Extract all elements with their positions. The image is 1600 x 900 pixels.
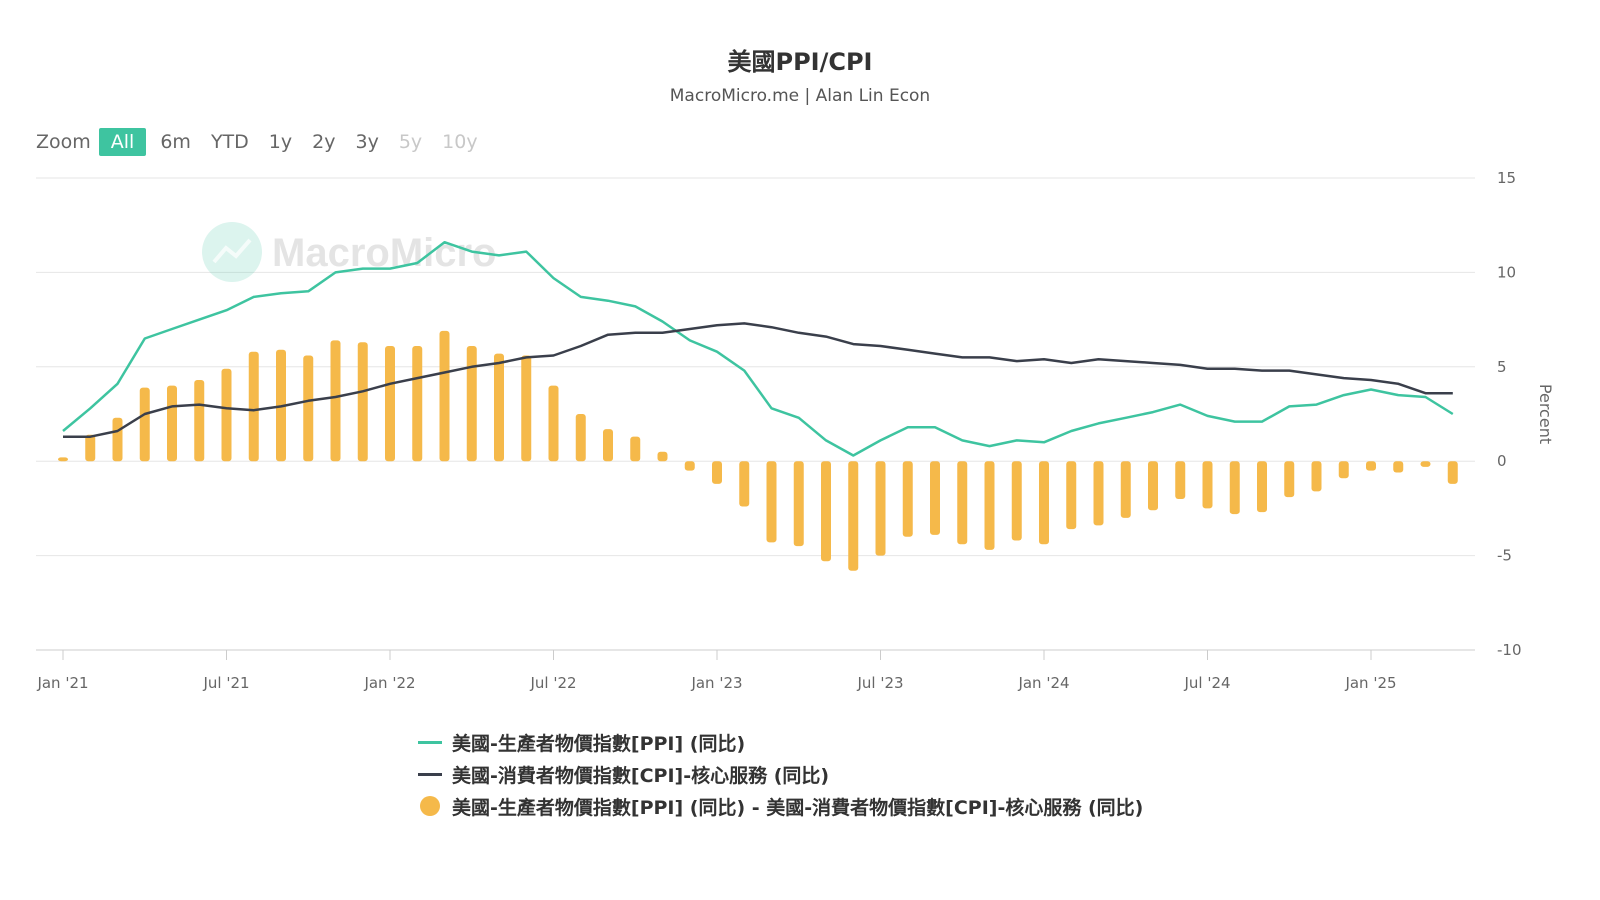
x-tick-label: Jul '23 <box>856 674 903 692</box>
spread-bar <box>494 353 504 462</box>
legend-cpi-line-icon <box>418 772 442 776</box>
spread-bar <box>1039 461 1049 545</box>
y-tick-label: 10 <box>1497 263 1516 281</box>
spread-bar <box>248 351 259 462</box>
spread-bar <box>1311 461 1322 492</box>
zoom-1y-button[interactable]: 1y <box>268 131 293 153</box>
spread-bar <box>548 385 559 462</box>
y-axis-label: Percent <box>1536 384 1555 444</box>
spread-bar <box>1011 461 1022 541</box>
spread-bar <box>1066 461 1077 530</box>
spread-bar <box>167 385 177 462</box>
x-tick-label: Jan '23 <box>690 674 742 692</box>
series-lines <box>62 240 1454 457</box>
spread-bar <box>603 429 613 462</box>
spread-bar <box>957 461 968 545</box>
legend-ppi-label: 美國-生產者物價指數[PPI] (同比) <box>452 732 746 755</box>
chart-subtitle: MacroMicro.me | Alan Lin Econ <box>669 86 931 106</box>
spread-bar <box>1393 461 1404 473</box>
y-tick-label: 15 <box>1497 169 1516 187</box>
legend-item-cpi[interactable]: 美國-消費者物價指數[CPI]-核心服務 (同比) <box>418 758 1143 790</box>
spread-bar <box>1284 461 1295 498</box>
y-tick-label: -5 <box>1497 547 1512 565</box>
spread-bar <box>194 380 205 462</box>
spread-bar <box>1093 461 1104 526</box>
spread-bar <box>848 461 859 571</box>
spread-bar <box>575 414 586 462</box>
y-axis: 15 10 5 0 -5 -10 <box>1497 169 1522 659</box>
spread-bar <box>1338 461 1349 479</box>
legend-spread-label: 美國-生產者物價指數[PPI] (同比) - 美國-消費者物價指數[CPI]-核… <box>452 796 1144 819</box>
spread-bar <box>439 330 450 462</box>
x-tick-label: Jan '22 <box>363 674 415 692</box>
y-tick-label: 0 <box>1497 452 1507 470</box>
x-tick-label: Jul '24 <box>1183 674 1230 692</box>
spread-bar <box>875 461 886 556</box>
ppi-line <box>62 240 1454 457</box>
zoom-all-button[interactable]: All <box>98 128 147 156</box>
watermark: MacroMicro <box>202 222 497 282</box>
spread-bar <box>630 436 641 462</box>
x-tick-label: Jan '24 <box>1017 674 1069 692</box>
y-tick-label: -10 <box>1497 641 1522 659</box>
spread-bar <box>412 346 423 462</box>
legend-item-spread[interactable]: 美國-生產者物價指數[PPI] (同比) - 美國-消費者物價指數[CPI]-核… <box>418 790 1143 822</box>
spread-bar <box>85 434 96 462</box>
spread-bar <box>793 461 804 547</box>
spread-bar <box>766 461 777 543</box>
spread-bar <box>712 461 722 484</box>
x-tick-label: Jan '21 <box>36 674 88 692</box>
legend-spread-dot-icon <box>420 796 440 816</box>
spread-bar <box>1366 461 1376 471</box>
spread-bar <box>684 461 695 471</box>
y-tick-label: 5 <box>1497 358 1507 376</box>
x-tick-label: Jul '21 <box>202 674 249 692</box>
chart-title: 美國PPI/CPI <box>727 48 873 76</box>
spread-bar <box>1447 461 1458 484</box>
spread-bar <box>1229 461 1240 515</box>
x-tick-label: Jul '22 <box>529 674 576 692</box>
zoom-3y-button[interactable]: 3y <box>355 131 379 153</box>
spread-bar <box>112 417 123 462</box>
spread-bar <box>139 387 150 462</box>
zoom-label: Zoom <box>36 131 91 153</box>
spread-bar <box>330 340 341 462</box>
spread-bar <box>739 461 750 507</box>
zoom-ytd-button[interactable]: YTD <box>210 131 249 153</box>
spread-bar <box>821 461 831 562</box>
spread-bar <box>221 368 232 462</box>
spread-bar <box>357 342 368 462</box>
spread-bar <box>466 346 477 462</box>
spread-bar <box>1420 461 1431 467</box>
spread-bar <box>1175 461 1186 499</box>
zoom-selector: Zoom All 6m YTD 1y 2y 3y 5y 10y <box>36 128 492 156</box>
legend-cpi-label: 美國-消費者物價指數[CPI]-核心服務 (同比) <box>452 764 830 787</box>
spread-bar <box>657 451 668 462</box>
legend-item-ppi[interactable]: 美國-生產者物價指數[PPI] (同比) <box>418 726 1143 758</box>
legend: 美國-生產者物價指數[PPI] (同比) 美國-消費者物價指數[CPI]-核心服… <box>418 726 1143 822</box>
spread-bar <box>1257 461 1267 513</box>
spread-bar <box>521 355 532 462</box>
x-axis: Jan '21 Jul '21 Jan '22 Jul '22 Jan '23 Jul '… <box>36 650 1397 692</box>
cpi-core-services-line <box>63 322 1453 438</box>
spread-bar <box>1120 461 1131 518</box>
spread-bar <box>1148 461 1158 511</box>
spread-bar <box>1202 461 1213 509</box>
watermark-logo-mark <box>212 238 252 264</box>
x-tick-label: Jan '25 <box>1344 674 1396 692</box>
zoom-2y-button[interactable]: 2y <box>312 131 336 153</box>
zoom-5y-button: 5y <box>398 131 423 153</box>
spread-bar <box>984 461 995 550</box>
zoom-10y-button: 10y <box>442 131 478 153</box>
spread-bars <box>58 330 1458 571</box>
legend-ppi-line-icon <box>418 740 442 744</box>
spread-bar <box>58 457 68 462</box>
spread-bar <box>303 355 314 462</box>
spread-bar <box>902 461 913 537</box>
spread-bar <box>385 346 395 462</box>
zoom-6m-button[interactable]: 6m <box>160 131 191 153</box>
spread-bar <box>930 461 940 535</box>
